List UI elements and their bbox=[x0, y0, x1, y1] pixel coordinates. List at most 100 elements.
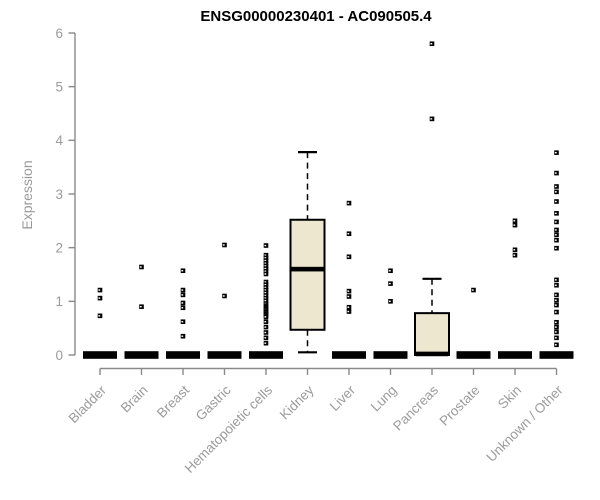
outlier-point-hole bbox=[264, 270, 267, 272]
outlier-point-hole bbox=[264, 289, 267, 291]
box-zero-bar bbox=[373, 351, 408, 359]
box-zero-bar bbox=[539, 351, 574, 359]
outlier-point-hole bbox=[554, 200, 557, 203]
outlier-point-hole bbox=[264, 321, 267, 323]
outlier-point-hole bbox=[347, 306, 350, 308]
outlier-point-hole bbox=[554, 299, 557, 301]
outlier-point-hole bbox=[554, 229, 557, 231]
outlier-point-hole bbox=[554, 221, 557, 223]
outlier-point-hole bbox=[264, 267, 267, 270]
outlier-point-hole bbox=[139, 266, 142, 268]
outlier-point-hole bbox=[264, 292, 267, 294]
y-tick-label: 5 bbox=[55, 79, 63, 94]
outlier-point-hole bbox=[554, 247, 557, 249]
outlier-point-hole bbox=[264, 281, 267, 283]
outlier-point-hole bbox=[181, 294, 184, 296]
outlier-point-hole bbox=[264, 273, 267, 275]
outlier-point-hole bbox=[554, 151, 557, 154]
outlier-point-hole bbox=[347, 290, 350, 292]
outlier-point-hole bbox=[513, 254, 516, 256]
outlier-point-hole bbox=[98, 315, 101, 317]
outlier-point-hole bbox=[181, 335, 184, 337]
box-rect bbox=[289, 218, 326, 331]
outlier-point-hole bbox=[554, 304, 557, 306]
box-zero-bar bbox=[249, 351, 283, 359]
outlier-point-hole bbox=[264, 286, 267, 289]
x-tick-label: Pancreas bbox=[390, 382, 441, 433]
x-tick-label: Gastric bbox=[193, 382, 234, 423]
outlier-point-hole bbox=[347, 233, 350, 235]
box-zero-bar bbox=[332, 351, 366, 359]
outlier-point-hole bbox=[139, 305, 142, 308]
outlier-point-hole bbox=[554, 234, 557, 236]
chart-title: ENSG00000230401 - AC090505.4 bbox=[200, 8, 432, 25]
outlier-point-hole bbox=[554, 172, 557, 174]
outlier-point-hole bbox=[264, 283, 267, 286]
x-tick-label: Liver bbox=[327, 382, 359, 414]
median-line bbox=[416, 351, 448, 357]
box-zero-bar bbox=[498, 351, 532, 359]
outlier-point-hole bbox=[513, 249, 516, 251]
outlier-point-hole bbox=[347, 256, 350, 258]
outlier-point-hole bbox=[181, 270, 184, 272]
outlier-point-hole bbox=[98, 289, 101, 291]
y-tick-label: 1 bbox=[55, 294, 63, 309]
outlier-point-hole bbox=[554, 321, 557, 323]
outlier-point-hole bbox=[554, 185, 557, 188]
outlier-point-hole bbox=[554, 191, 557, 193]
outlier-point-hole bbox=[264, 331, 267, 334]
outlier-point-hole bbox=[264, 257, 267, 259]
box-zero-bar bbox=[124, 351, 159, 359]
outlier-point-hole bbox=[554, 284, 557, 286]
outlier-point-hole bbox=[554, 239, 557, 241]
outlier-point-hole bbox=[347, 202, 350, 204]
outlier-point-hole bbox=[388, 270, 391, 272]
y-tick-label: 4 bbox=[55, 133, 63, 148]
outlier-point-hole bbox=[264, 326, 267, 328]
outlier-point-hole bbox=[554, 326, 557, 328]
y-tick-label: 0 bbox=[55, 348, 63, 363]
outlier-point-hole bbox=[181, 307, 184, 309]
box-rect bbox=[414, 312, 450, 356]
outlier-point-hole bbox=[388, 282, 391, 285]
outlier-point-hole bbox=[554, 294, 557, 296]
outlier-point-hole bbox=[554, 344, 557, 346]
outlier-point-hole bbox=[264, 254, 267, 256]
outlier-point-hole bbox=[222, 295, 225, 297]
x-tick-label: Breast bbox=[154, 382, 192, 420]
outlier-point-hole bbox=[264, 342, 267, 344]
outlier-point-hole bbox=[264, 265, 267, 267]
outlier-point-hole bbox=[181, 289, 184, 291]
y-tick-label: 3 bbox=[55, 187, 63, 202]
x-tick-label: Brain bbox=[118, 383, 151, 416]
box-zero-bar bbox=[207, 351, 242, 359]
x-tick-label: Unknown / Other bbox=[483, 382, 566, 465]
outlier-point-hole bbox=[264, 244, 267, 247]
y-tick-label: 2 bbox=[55, 240, 63, 255]
outlier-point-hole bbox=[264, 316, 267, 318]
outlier-point-hole bbox=[347, 295, 350, 298]
outlier-point-hole bbox=[554, 331, 557, 333]
outlier-point-hole bbox=[222, 244, 225, 246]
outlier-point-hole bbox=[513, 224, 516, 226]
x-tick-label: Bladder bbox=[66, 382, 110, 426]
outlier-point-hole bbox=[347, 310, 350, 313]
box-zero-bar bbox=[83, 351, 117, 359]
box-zero-bar bbox=[456, 351, 491, 359]
outlier-point-hole bbox=[264, 294, 267, 297]
outlier-point-hole bbox=[554, 311, 557, 313]
outlier-point-hole bbox=[98, 297, 101, 299]
outlier-point-hole bbox=[181, 321, 184, 323]
outlier-point-hole bbox=[264, 337, 267, 339]
outlier-point-hole bbox=[181, 302, 184, 304]
outlier-point-hole bbox=[264, 259, 267, 262]
x-tick-label: Kidney bbox=[277, 382, 317, 422]
outlier-point-hole bbox=[264, 300, 267, 302]
outlier-point-hole bbox=[430, 43, 433, 45]
outlier-point-hole bbox=[554, 279, 557, 281]
outlier-point-hole bbox=[471, 289, 474, 291]
outlier-point-hole bbox=[264, 262, 267, 264]
median-line bbox=[291, 266, 324, 272]
